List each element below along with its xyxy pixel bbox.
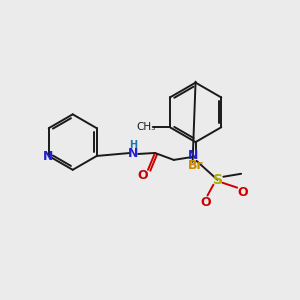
Text: N: N (188, 149, 198, 162)
Text: CH₃: CH₃ (136, 122, 156, 132)
Text: O: O (138, 169, 148, 182)
Text: S: S (213, 173, 224, 187)
Text: O: O (238, 186, 248, 199)
Text: O: O (200, 196, 211, 209)
Text: H: H (129, 140, 137, 150)
Text: Br: Br (188, 159, 203, 172)
Text: N: N (128, 148, 138, 160)
Text: N: N (43, 150, 53, 164)
